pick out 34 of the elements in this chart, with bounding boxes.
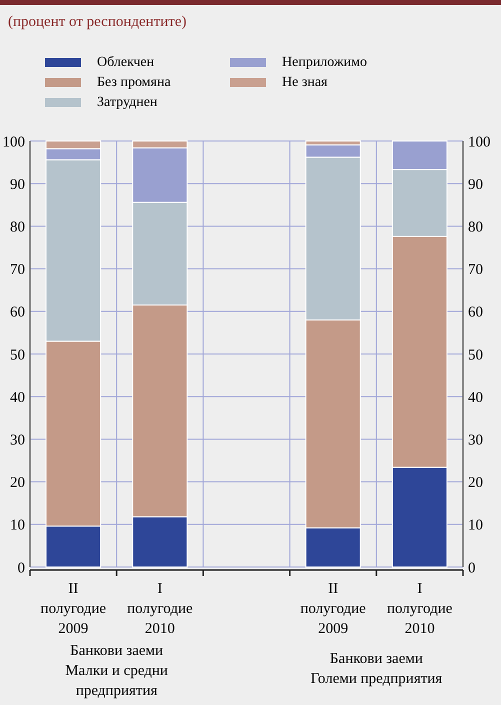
chart-subtitle: (процент от респондентите) [8, 14, 187, 30]
y2-tick-label: 100 [468, 134, 490, 150]
legend-label: Облекчен [97, 55, 155, 70]
legend-label: Затруднен [97, 95, 158, 110]
y2-tick-label: 80 [468, 219, 483, 236]
y-tick-label: 80 [10, 219, 25, 236]
y-tick-label: 50 [10, 347, 25, 364]
legend-label: Не зная [282, 75, 328, 90]
y2-tick-label: 30 [468, 432, 483, 448]
y2-tick-label: 60 [468, 304, 483, 321]
text: Банкови заеми Големи предприятия [310, 651, 442, 687]
y2-tick-label: 50 [468, 347, 483, 364]
y-tick-label: 0 [18, 560, 25, 576]
y-tick-label: 60 [10, 304, 25, 321]
y-tick-label: 40 [10, 390, 25, 406]
y2-tick-label: 90 [468, 176, 483, 193]
y-tick-label: 10 [10, 518, 25, 534]
legend-label: Неприложимо [282, 55, 367, 70]
y2-tick-label: 20 [468, 475, 483, 492]
y-tick-label: 30 [10, 432, 25, 448]
legend-label: Без промяна [97, 75, 172, 90]
y2-tick-label: 0 [468, 560, 476, 576]
y-tick-label: 90 [10, 176, 25, 193]
x-tick-label: I полугодие 2010 [386, 581, 453, 637]
y2-tick-label: 70 [468, 262, 483, 278]
y-tick-label: 20 [10, 475, 25, 492]
text: Банкови заеми Малки и средни предприятия [65, 643, 168, 699]
x-tick-label: I полугодие 2010 [127, 581, 193, 637]
y2-tick-label: 10 [468, 518, 483, 534]
x-tick-label: II полугодие 2009 [300, 581, 366, 637]
y2-tick-label: 40 [468, 390, 483, 406]
y-tick-label: 100 [2, 134, 25, 150]
x-tick-label: II полугодие 2009 [40, 581, 106, 637]
y-tick-label: 70 [10, 262, 25, 278]
